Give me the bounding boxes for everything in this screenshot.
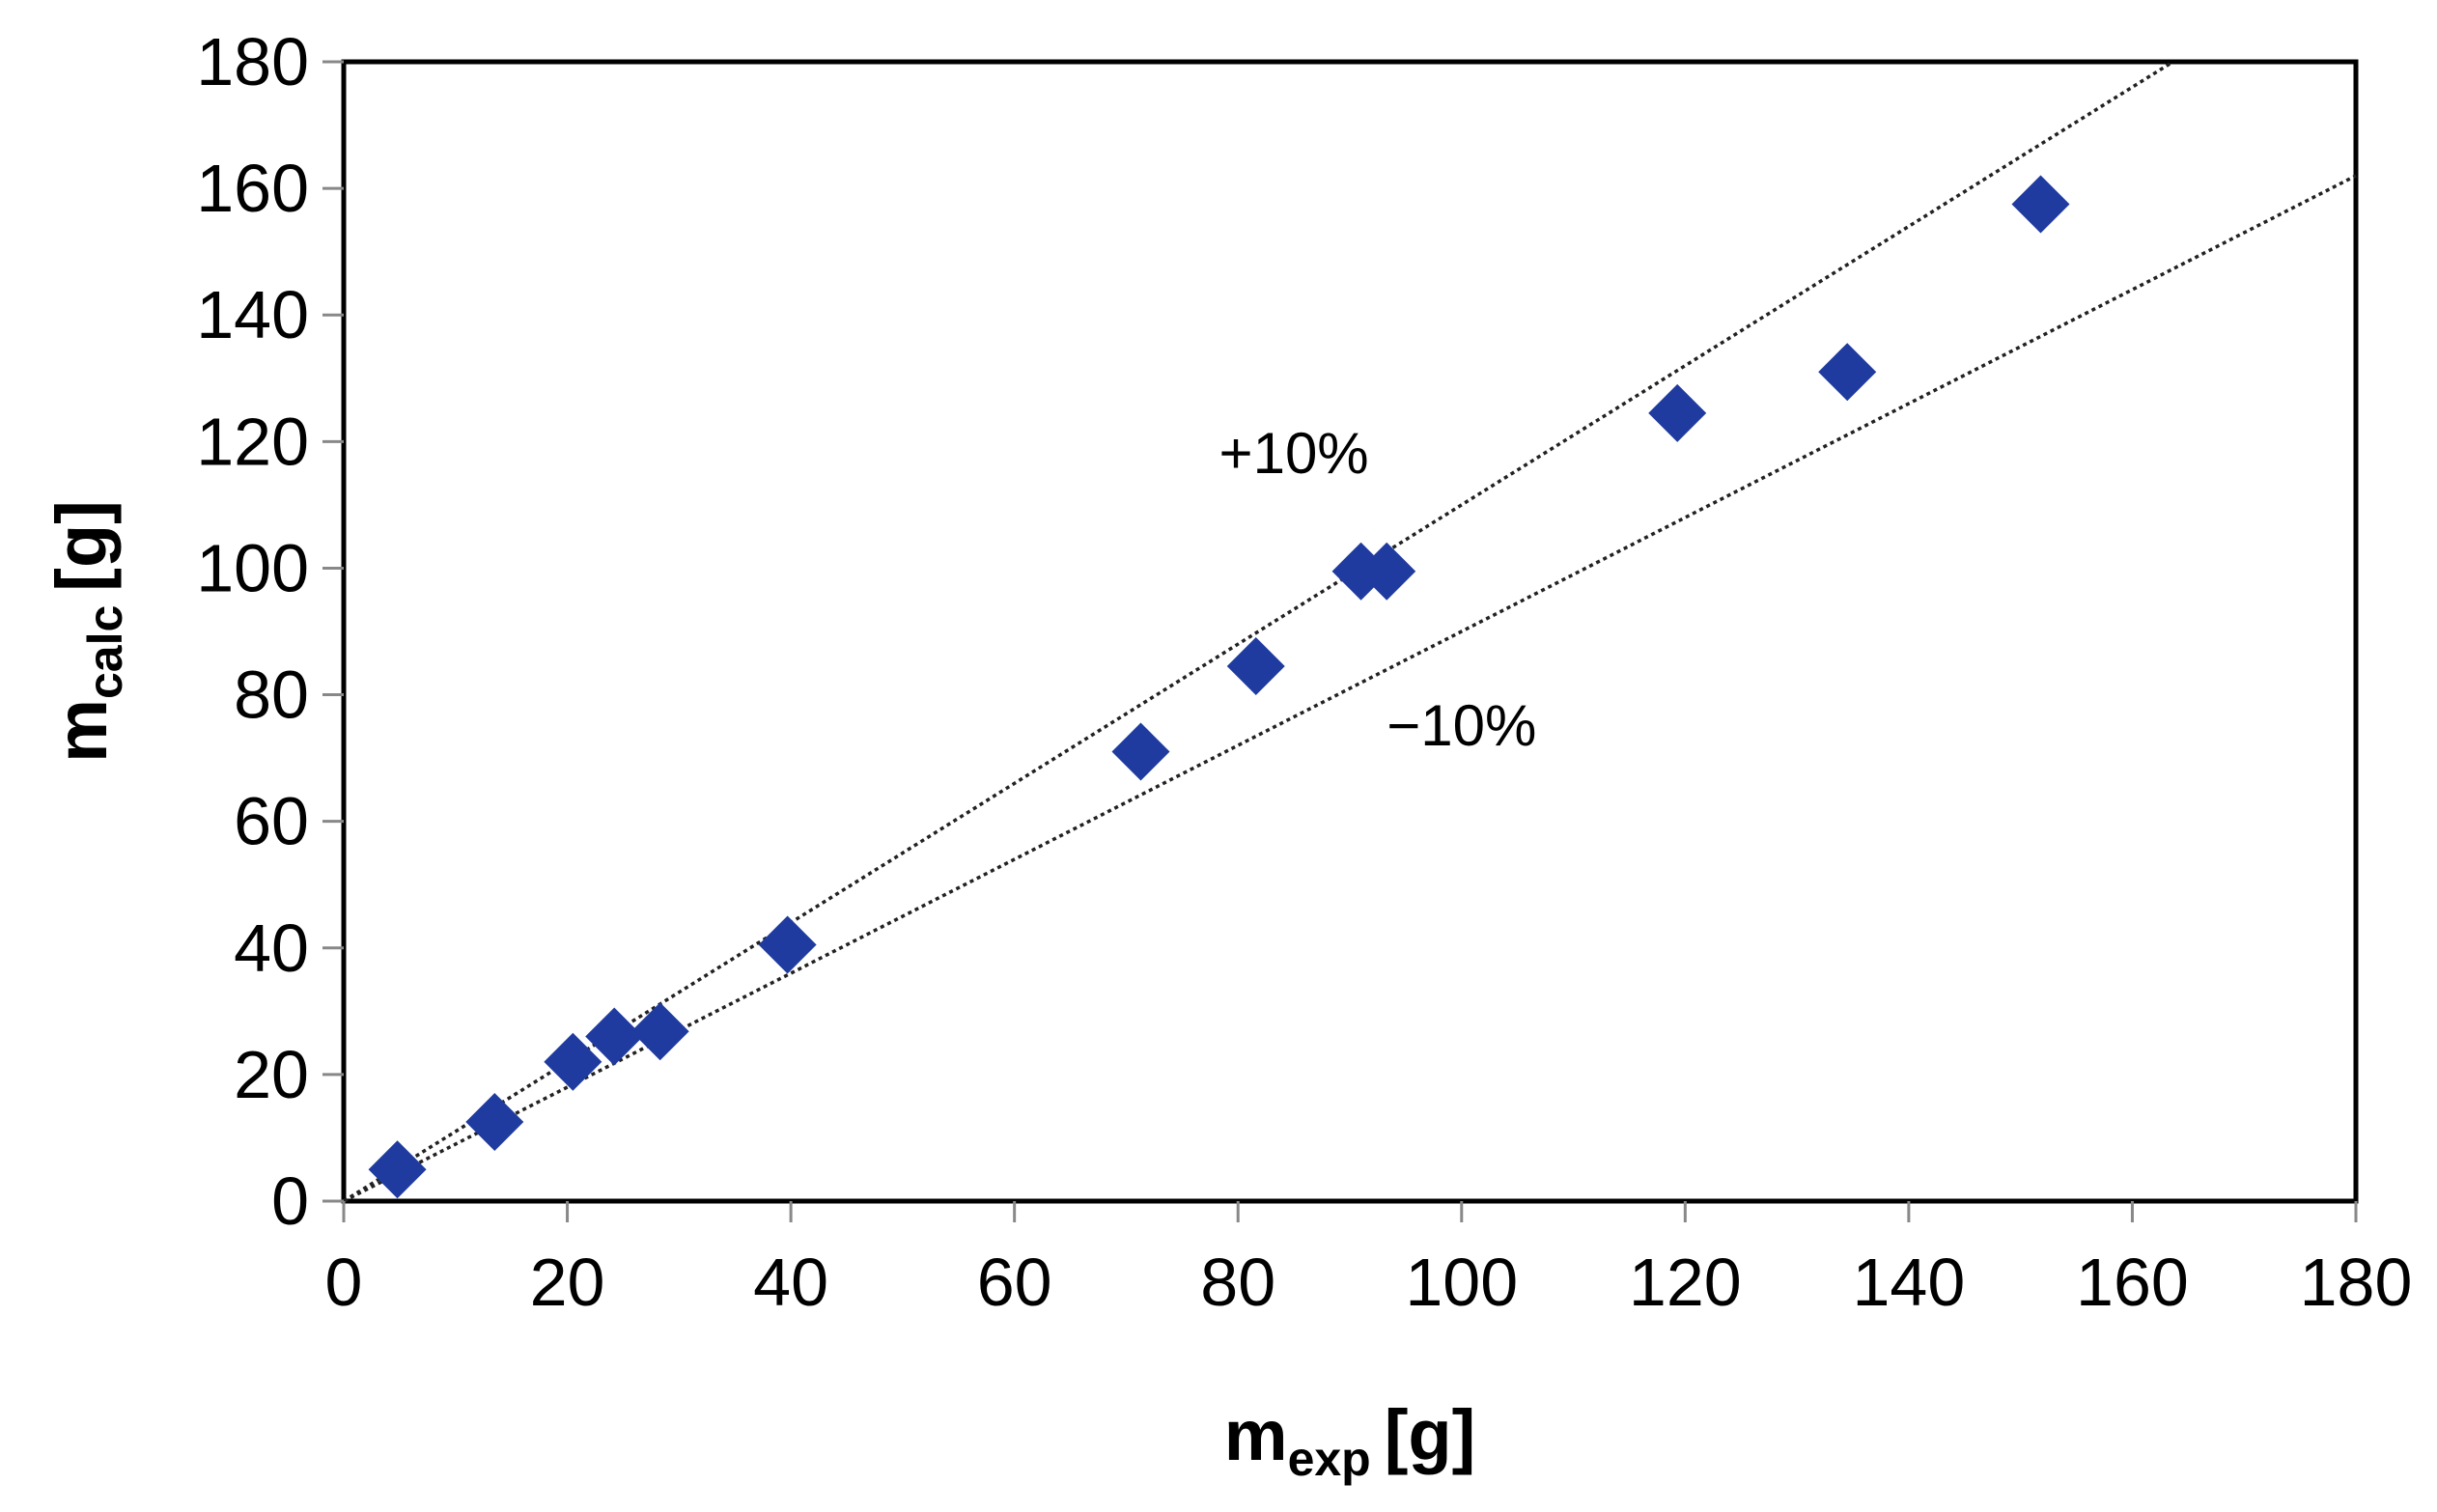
x-axis-title: mexp [g] <box>1224 1395 1475 1486</box>
data-point <box>2011 175 2070 234</box>
x-tick-label: 180 <box>2300 1245 2413 1320</box>
y-tick-label: 160 <box>196 151 309 226</box>
plot-frame <box>341 59 2359 1204</box>
data-point <box>1111 722 1170 781</box>
y-axis-title: mcalc[g] <box>42 500 132 763</box>
data-point <box>585 1007 644 1066</box>
x-tick-label: 20 <box>530 1245 605 1320</box>
x-tick-label: 120 <box>1629 1245 1742 1320</box>
x-tick-label: 80 <box>1200 1245 1275 1320</box>
reference-line-minus-10 <box>343 174 2357 1203</box>
data-point <box>368 1140 427 1199</box>
data-point <box>1818 343 1877 402</box>
annotation-minus-10: −10% <box>1387 693 1536 758</box>
reference-lines <box>343 60 2357 1203</box>
y-tick-label: 80 <box>234 658 309 733</box>
y-tick-label: 120 <box>196 404 309 479</box>
data-point <box>1648 383 1707 442</box>
annotations: +10% −10% <box>1219 421 1537 758</box>
y-tick-label: 60 <box>234 784 309 859</box>
y-tick-label: 0 <box>271 1163 309 1239</box>
y-tick-label: 140 <box>196 277 309 352</box>
annotation-plus-10: +10% <box>1219 421 1369 486</box>
x-tick-label: 60 <box>977 1245 1052 1320</box>
reference-line-plus-10 <box>343 60 2174 1203</box>
y-tick-label: 100 <box>196 530 309 605</box>
x-axis-ticks: 0 20 40 60 80 100 120 140 160 180 <box>325 1201 2413 1320</box>
data-point <box>758 915 817 974</box>
data-point <box>1358 542 1416 601</box>
y-axis-ticks: 0 20 40 60 80 100 120 140 160 180 <box>196 24 344 1239</box>
x-tick-label: 140 <box>1852 1245 1965 1320</box>
data-point <box>465 1093 524 1152</box>
y-tick-label: 20 <box>234 1037 309 1112</box>
x-tick-label: 40 <box>753 1245 828 1320</box>
y-tick-label: 40 <box>234 910 309 986</box>
x-tick-label: 160 <box>2076 1245 2189 1320</box>
x-tick-label: 0 <box>325 1245 363 1320</box>
x-tick-label: 100 <box>1405 1245 1518 1320</box>
data-point <box>1226 637 1285 696</box>
data-point <box>630 1002 689 1061</box>
data-point <box>544 1032 602 1091</box>
plot-area: 0 20 40 60 80 100 120 140 160 180 0 20 40 60 80 100 120… <box>196 24 2412 1320</box>
y-tick-label: 180 <box>196 24 309 99</box>
data-points <box>368 175 2070 1199</box>
